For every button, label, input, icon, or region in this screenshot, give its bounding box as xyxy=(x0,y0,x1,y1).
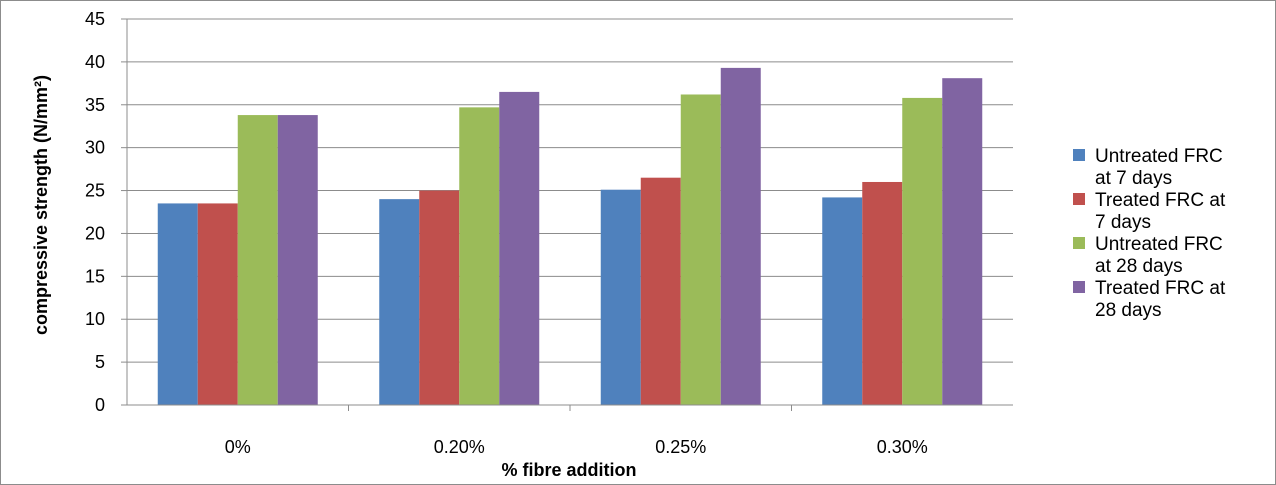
y-tick-label: 5 xyxy=(95,352,105,372)
x-tick-label: 0.25% xyxy=(655,437,706,457)
legend-swatch xyxy=(1073,149,1085,161)
bar xyxy=(640,177,681,405)
legend-entry: Untreated FRC at 7 days xyxy=(1095,146,1223,189)
bar xyxy=(197,203,238,405)
bar xyxy=(499,91,540,406)
bar xyxy=(862,181,903,405)
y-tick-label: 0 xyxy=(95,395,105,415)
legend-entry: Treated FRC at 28 days xyxy=(1095,278,1226,321)
legend-swatch xyxy=(1073,281,1085,293)
y-tick-label: 30 xyxy=(85,138,105,158)
legend-swatch xyxy=(1073,237,1085,249)
bar xyxy=(720,67,761,405)
x-tick-label: 0.30% xyxy=(877,437,928,457)
bar xyxy=(942,78,983,405)
legend-swatch xyxy=(1073,193,1085,205)
legend-entry: Untreated FRC at 28 days xyxy=(1095,234,1223,277)
bar xyxy=(419,190,460,405)
x-axis-title: % fibre addition xyxy=(502,460,637,480)
y-tick-label: 15 xyxy=(85,266,105,286)
bar xyxy=(600,189,641,405)
y-tick-label: 35 xyxy=(85,95,105,115)
y-tick-label: 25 xyxy=(85,181,105,201)
y-tick-label: 45 xyxy=(85,9,105,29)
x-tick-label: 0.20% xyxy=(434,437,485,457)
tick-labels: 0 5 10 15 20 25 30 35 40 45 0% 0.20% 0.25% 0.30% xyxy=(85,9,928,457)
y-tick-label: 40 xyxy=(85,52,105,72)
y-tick-label: 20 xyxy=(85,223,105,243)
y-tick-label: 10 xyxy=(85,309,105,329)
bar xyxy=(902,97,943,405)
bars xyxy=(157,67,983,406)
bar xyxy=(157,203,198,405)
x-tick-label: 0% xyxy=(225,437,251,457)
legend-entry: Treated FRC at 7 days xyxy=(1095,190,1226,233)
bar xyxy=(237,115,278,406)
y-axis-title: compressive strength (N/mm²) xyxy=(31,75,51,335)
bar xyxy=(680,94,721,406)
bar xyxy=(459,107,500,406)
bar xyxy=(277,115,318,406)
bar xyxy=(379,199,420,405)
bar xyxy=(822,197,863,405)
